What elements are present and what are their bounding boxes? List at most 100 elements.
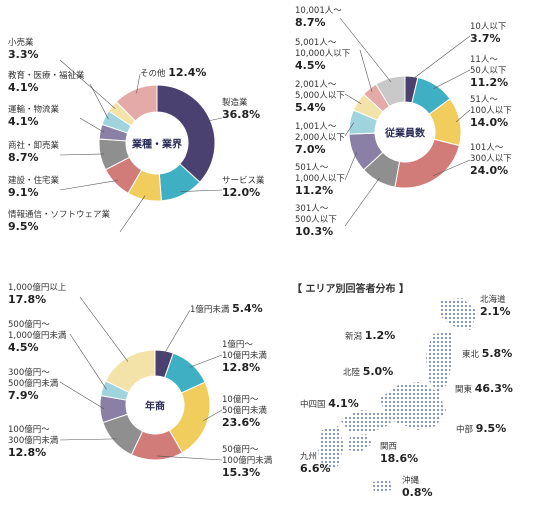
value-label: 4.1%: [328, 397, 359, 410]
region-label: 北陸: [343, 368, 361, 378]
category-label: サービス業: [222, 176, 265, 186]
region-label: 新潟: [345, 332, 363, 342]
category-label: 11人～ 50人以下: [470, 55, 507, 76]
data-label: 11人～ 50人以下 11.2%: [470, 55, 508, 90]
donut-segment: [375, 75, 406, 108]
data-label: 100億円～ 300億円未満 12.8%: [8, 425, 58, 460]
value-label: 11.2%: [470, 76, 509, 89]
value-label: 12.8%: [8, 446, 47, 459]
leader-line: [136, 73, 141, 94]
data-label: 運輸・物流業 4.1%: [8, 105, 59, 129]
map-label: 沖縄 0.8%: [402, 476, 433, 500]
data-label: 製造業 36.8%: [222, 98, 260, 122]
map-label: 北海道 2.1%: [480, 295, 511, 319]
value-label: 12.4%: [168, 66, 207, 79]
leader-line: [410, 35, 471, 81]
data-label: 5,001人～ 10,000人以下 4.5%: [295, 38, 350, 73]
value-label: 9.1%: [8, 186, 39, 199]
value-label: 12.8%: [222, 361, 261, 374]
data-label: 10人以下 3.7%: [470, 22, 506, 46]
leader-line: [59, 381, 105, 410]
value-label: 12.0%: [222, 186, 261, 199]
category-label: 100億円～ 300億円未満: [8, 425, 59, 446]
category-label: 製造業: [222, 98, 248, 108]
category-label: 10億円～ 50億円未満: [222, 395, 267, 416]
value-label: 2.1%: [480, 305, 511, 318]
leader-line: [59, 180, 119, 191]
leader-line: [163, 309, 191, 355]
category-label: 教育・医療・福祉業: [8, 71, 85, 81]
region-label: 九州: [300, 452, 318, 462]
value-label: 0.8%: [402, 486, 433, 499]
donut-segment: [115, 84, 158, 122]
value-label: 4.5%: [295, 59, 326, 72]
value-label: 24.0%: [470, 164, 509, 177]
category-label: 1億円～ 10億円未満: [222, 340, 267, 361]
value-label: 7.0%: [295, 143, 326, 156]
leader-line: [59, 59, 116, 109]
region-label: 関西: [380, 442, 398, 452]
leader-line: [156, 455, 223, 461]
leader-line: [79, 296, 129, 362]
data-label: 情報通信・ソフトウェア業 9.5%: [8, 210, 110, 234]
value-label: 6.6%: [300, 462, 331, 475]
data-label: 10億円～ 50億円未満 23.6%: [222, 395, 267, 430]
category-label: 50億円～ 100億円未満: [222, 445, 273, 466]
value-label: 23.6%: [222, 416, 261, 429]
category-label: 運輸・物流業: [8, 105, 60, 115]
data-label: 1億円未満 5.4%: [190, 303, 263, 316]
data-label: サービス業 12.0%: [222, 176, 265, 200]
leader-line: [433, 69, 471, 89]
value-label: 4.5%: [8, 341, 39, 354]
value-label: 8.7%: [8, 151, 39, 164]
value-label: 4.1%: [8, 81, 39, 94]
value-label: 8.7%: [295, 16, 326, 29]
region-label: 北海道: [480, 295, 506, 305]
category-label: 1,000億円以上: [8, 283, 67, 293]
data-label: 2,001人～ 5,000人以下 5.4%: [295, 80, 345, 115]
center-label: 従業員数: [385, 128, 425, 140]
map-label: 中部 9.5%: [456, 423, 506, 436]
category-label: 情報通信・ソフトウェア業: [8, 210, 111, 220]
center-label: 年商: [145, 401, 165, 413]
donut-segment: [394, 138, 460, 189]
map-label: 東北 5.8%: [462, 348, 512, 361]
value-label: 3.3%: [8, 48, 39, 61]
leader-line: [344, 177, 381, 227]
leader-line: [344, 151, 358, 181]
data-label: 501人～ 1,000人以下 11.2%: [295, 163, 345, 198]
region-label: 中四国: [300, 400, 326, 410]
data-label: 101人～ 300人以下 24.0%: [470, 143, 512, 178]
category-label: 5,001人～ 10,000人以下: [295, 38, 351, 59]
leader-line: [79, 117, 105, 133]
leader-line: [344, 93, 362, 105]
category-label: 51人～ 100人以下: [470, 95, 512, 116]
region-label: 中部: [456, 425, 474, 435]
data-label: 1,000億円以上 17.8%: [8, 283, 66, 307]
leader-line: [455, 109, 471, 123]
donut-segment: [156, 84, 216, 183]
value-label: 9.5%: [475, 422, 507, 435]
japan-map: [318, 298, 478, 492]
value-label: 1.2%: [364, 329, 396, 342]
region-label: 東北: [462, 350, 480, 360]
map-title: 【 エリア別回答者分布 】: [292, 284, 409, 295]
map-label: 九州 6.6%: [300, 452, 331, 476]
leader-line: [359, 49, 373, 92]
data-label: 300億円～ 500億円未満 7.9%: [8, 368, 58, 403]
value-label: 3.7%: [470, 32, 501, 45]
value-label: 14.0%: [470, 116, 509, 129]
region-label: 沖縄: [402, 476, 420, 486]
data-label: 小売業 3.3%: [8, 38, 39, 62]
value-label: 10.3%: [295, 225, 334, 238]
data-label: 1億円～ 10億円未満 12.8%: [222, 340, 267, 375]
data-label: 教育・医療・福祉業 4.1%: [8, 71, 85, 95]
category-label: その他: [140, 69, 166, 79]
value-label: 17.8%: [8, 293, 47, 306]
category-label: 300億円～ 500億円未満: [8, 368, 59, 389]
value-label: 18.6%: [380, 452, 419, 465]
value-label: 5.0%: [362, 365, 394, 378]
data-label: 建設・住宅業 9.1%: [8, 176, 59, 200]
category-label: 501人～ 1,000人以下: [295, 163, 345, 184]
data-label: 500億円～ 1,000億円未満 4.5%: [8, 320, 66, 355]
